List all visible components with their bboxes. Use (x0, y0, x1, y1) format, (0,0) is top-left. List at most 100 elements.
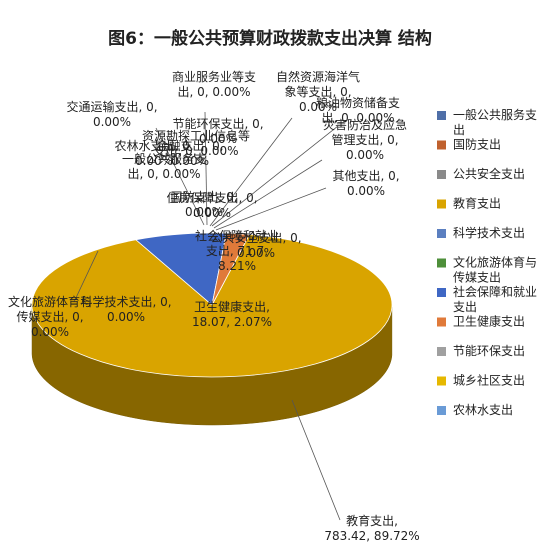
data-label-16: 科学技术支出, 0, 0.00% (80, 294, 171, 324)
legend-swatch (437, 111, 446, 120)
data-label-line: 农林水支出, 0, (114, 139, 193, 153)
data-label-line: 出, 0, 0.00% (177, 85, 250, 99)
data-label-line: 支出, 71.7, (206, 244, 268, 258)
data-label-line: 0.00% (237, 246, 275, 260)
legend-label-line: 科学技术支出 (453, 225, 525, 240)
legend-swatch (437, 406, 446, 415)
data-label-line: 0.00% (93, 115, 131, 129)
data-label-7: 农林水支出, 0, 0.00% (114, 139, 193, 168)
data-label-line: 18.07, 2.07% (192, 315, 272, 329)
data-label-line: 0.00% (347, 184, 385, 198)
data-label-14: 公共安全支出, 0, 0.00% (210, 230, 301, 260)
leader-line-5 (215, 187, 327, 231)
data-label-line: 0.00% (31, 325, 69, 339)
legend-swatch (437, 376, 446, 386)
data-label-line: 0.00% (346, 148, 384, 162)
legend-item-4: 科学技术支出 (437, 225, 525, 240)
legend-label-line: 出 (453, 123, 465, 137)
legend-label-line: 社会保障和就业 (453, 284, 537, 299)
legend-label: 卫生健康支出 (453, 314, 525, 329)
legend-label-line: 城乡社区支出 (453, 373, 525, 388)
data-label-line: 资源勘探工业信息等 (142, 128, 250, 143)
data-label-line: 8.21% (218, 259, 256, 273)
data-label-line: 0.00% (171, 154, 209, 168)
data-label-line: 支出, 0, 0.00% (153, 144, 238, 158)
data-label-line: 社会保障和就业 (195, 228, 279, 243)
leader-line-7 (291, 399, 341, 521)
data-label-line: 交通运输支出, 0, (66, 99, 157, 114)
legend-swatch (437, 229, 446, 238)
data-label-2: 粮油物资储备支出, 0, 0.00% (316, 95, 400, 125)
legend-swatch (437, 347, 446, 356)
data-label-line: 象等支出, 0, (284, 85, 351, 99)
data-label-line: 卫生健康支出, (194, 299, 270, 314)
data-label-line: 科学技术支出, 0, (80, 294, 171, 309)
pie-slice-6 (135, 232, 227, 306)
legend-label-line: 文化旅游体育与 (453, 255, 537, 270)
legend-swatch (437, 258, 446, 268)
data-label-4: 节能环保支出, 0, 0.00% (172, 117, 263, 146)
legend-label-line: 教育支出 (453, 196, 501, 211)
legend-label: 城乡社区支出 (453, 373, 525, 388)
data-label-line: 公共安全支出, 0, (210, 230, 301, 245)
data-label-line: 住房保障支出, 0, (166, 190, 257, 205)
legend-item-2: 公共安全支出 (437, 166, 525, 181)
legend-label: 国防支出 (453, 137, 501, 152)
data-label-15: 文化旅游体育与传媒支出, 0, 0.00% (8, 294, 92, 339)
data-label-6: 灾害防治及应急管理支出, 0, 0.00% (323, 117, 407, 162)
data-label-line: 其他支出, 0, (332, 169, 399, 183)
legend-label: 农林水支出 (453, 403, 513, 417)
data-label-0: 商业服务业等支出, 0, 0.00% (172, 69, 256, 99)
data-label-line: 0.00% (199, 132, 237, 146)
data-label-line: 国防支出, 0, (170, 189, 237, 204)
leader-line-4 (213, 159, 323, 229)
data-label-3: 交通运输支出, 0, 0.00% (66, 99, 157, 129)
data-label-line: 0.00% (107, 310, 145, 324)
data-label-5: 资源勘探工业信息等支出, 0, 0.00% (142, 128, 250, 158)
legend-label-line: 一般公共服务支 (453, 107, 537, 122)
legend-item-6: 社会保障和就业支出 (437, 284, 537, 314)
data-label-line: 0.00% (185, 205, 223, 219)
legend-label: 公共安全支出 (453, 166, 525, 181)
data-label-line: 商业服务业等支 (172, 69, 256, 84)
legend-label-line: 支出 (453, 300, 477, 314)
data-label-line: 一般公共服务支 (122, 151, 206, 166)
leader-line-3 (155, 127, 205, 226)
data-label-line: 自然资源海洋气 (276, 69, 360, 84)
legend-swatch (437, 140, 446, 150)
legend-label-line: 农林水支出 (453, 403, 513, 417)
pie-slice-3 (31, 234, 393, 378)
data-label-line: 783.42, 89.72% (324, 529, 419, 543)
legend-item-7: 卫生健康支出 (437, 314, 525, 329)
pie-slice-7 (211, 232, 251, 306)
legend-label-line: 公共安全支出 (453, 166, 525, 181)
legend-label: 科学技术支出 (453, 225, 525, 240)
legend-item-5: 文化旅游体育与传媒支出 (437, 255, 537, 285)
leader-line-6 (73, 250, 99, 303)
data-label-11: 住房保障支出, 0, 0.00% (166, 190, 257, 220)
legend-item-8: 节能环保支出 (437, 344, 525, 358)
data-label-line: 0.00% (299, 100, 337, 114)
legend-item-0: 一般公共服务支出 (437, 107, 537, 137)
legend-label: 节能环保支出 (453, 344, 525, 358)
data-label-line: 教育支出, (346, 513, 398, 528)
data-label-1: 自然资源海洋气象等支出, 0, 0.00% (276, 69, 360, 114)
legend-label-line: 国防支出 (453, 137, 501, 152)
legend-swatch (437, 170, 446, 179)
data-label-line: 出, 0, 0.00% (321, 111, 394, 125)
data-label-13: 社会保障和就业支出, 71.7, 8.21% (195, 228, 279, 273)
legend-item-1: 国防支出 (437, 137, 501, 152)
data-label-line: 文化旅游体育与 (8, 294, 92, 309)
data-label-line: 粮油物资储备支 (316, 95, 400, 110)
data-label-18: 教育支出, 783.42, 89.72% (324, 513, 419, 543)
data-label-line: 节能环保支出, 0, (172, 117, 263, 131)
data-label-8: 金融支出, 0, 0.00% (156, 138, 223, 168)
legend-label-line: 节能环保支出 (453, 344, 525, 358)
leader-line-1 (209, 117, 293, 227)
data-label-line: 0.00% (135, 154, 173, 168)
leader-line-2 (211, 125, 339, 227)
legend-label: 文化旅游体育与传媒支出 (453, 255, 537, 285)
legend-swatch (437, 288, 446, 297)
